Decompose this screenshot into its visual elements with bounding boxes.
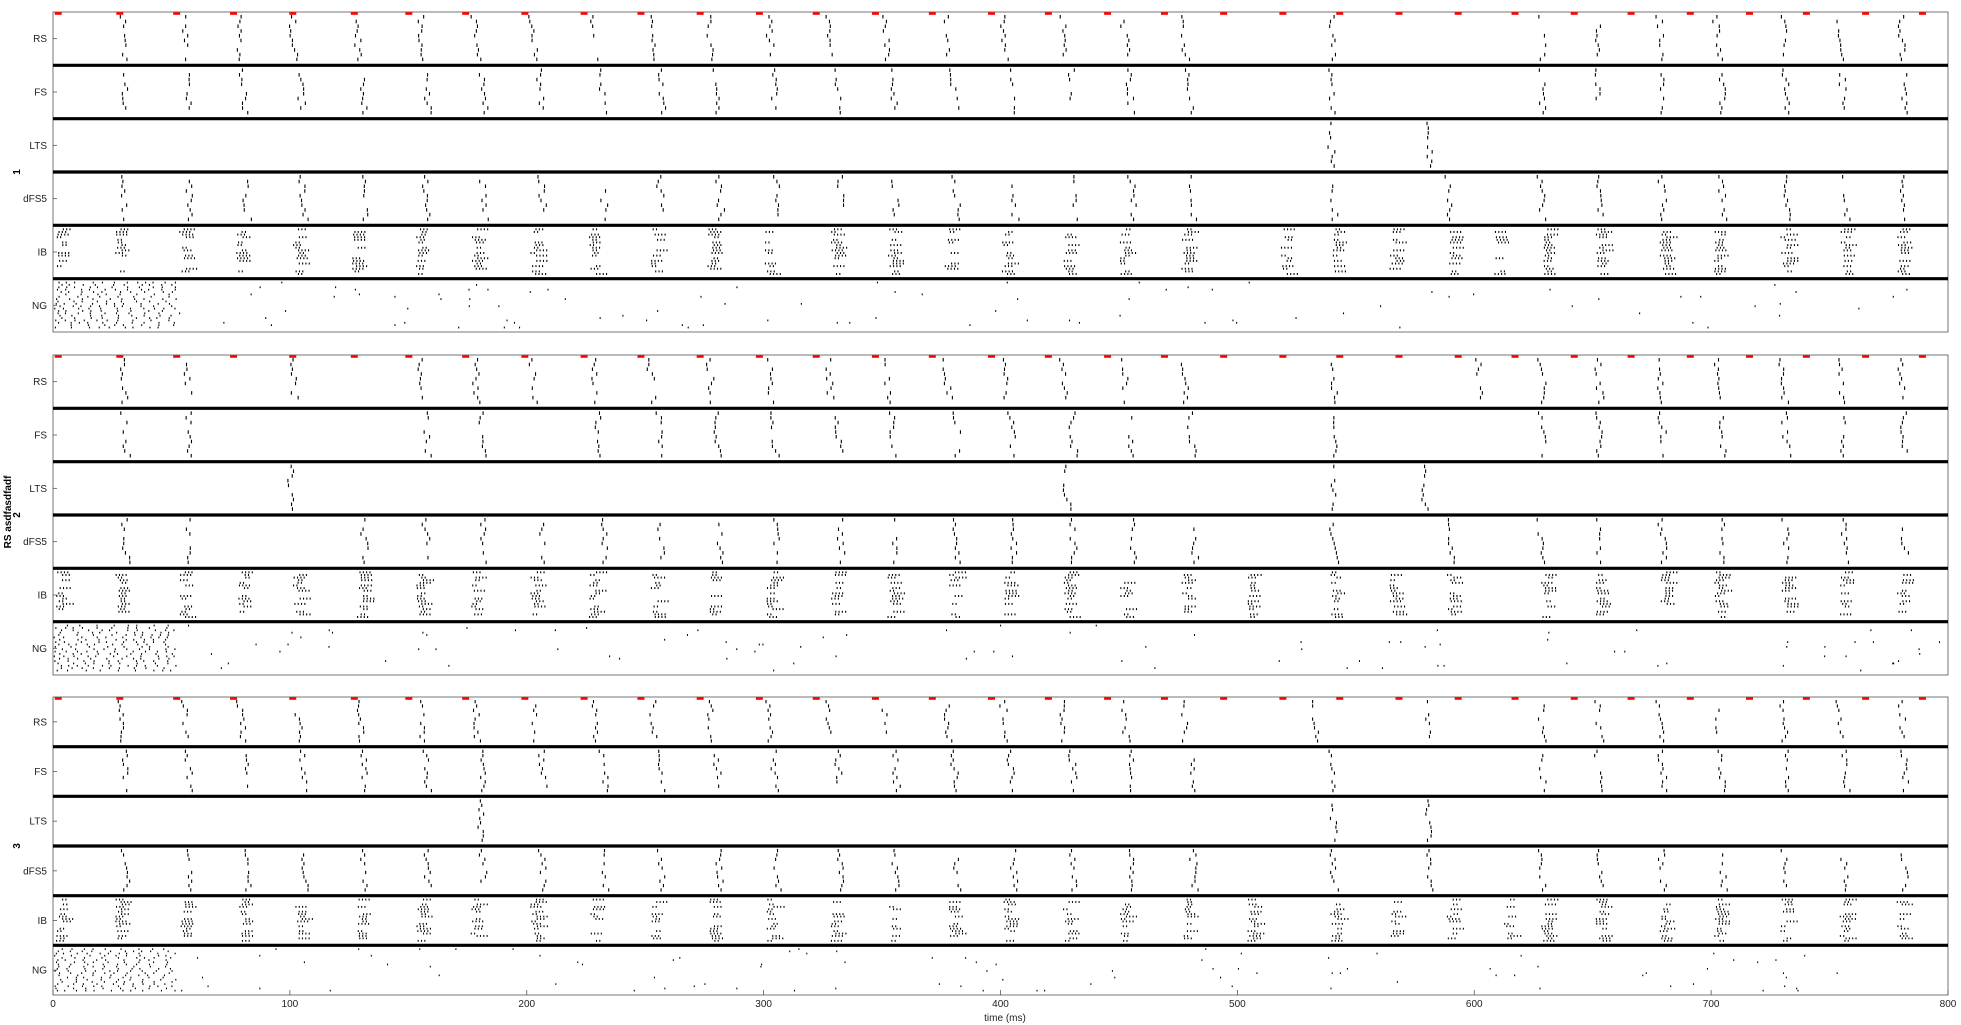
population-label: FS [34,767,47,778]
panel-1: 1 RS FS LTS dFS5 IB NG [12,11,1949,333]
population-label: IB [38,916,48,927]
population-label: dFS5 [23,866,47,877]
band-fs: FS [34,68,1948,121]
band-fs: FS [34,411,1948,464]
band-dfs5: dFS5 [23,849,1948,898]
band-dfs5: dFS5 [23,175,1948,227]
band-rs: RS [33,12,1948,67]
band-rs: RS [33,697,1948,749]
band-ng: NG [32,281,1908,329]
population-label: RS [33,34,47,45]
population-label: IB [38,591,48,602]
population-label: FS [34,88,47,99]
population-label: NG [32,644,47,655]
population-label: LTS [29,817,47,828]
population-label: NG [32,301,47,312]
population-label: RS [33,717,47,728]
population-label: RS [33,377,47,388]
population-label: LTS [29,484,47,495]
panel-2: 2 RS FS LTS dFS5 IB NG [12,354,1949,676]
population-label: dFS5 [23,194,47,205]
band-lts: LTS [29,464,1948,517]
panel-label: 3 [12,843,23,849]
band-ng: NG [32,624,1941,672]
population-label: FS [34,431,47,442]
population-label: LTS [29,141,47,152]
band-rs: RS [33,355,1948,410]
band-dfs5: dFS5 [23,518,1948,570]
population-label: IB [38,248,48,259]
band-ib: IB [38,898,1948,947]
band-ib: IB [38,228,1948,281]
band-fs: FS [34,749,1948,798]
band-lts: LTS [29,799,1948,848]
panel-label: 1 [12,169,23,175]
band-lts: LTS [29,121,1948,174]
band-ib: IB [38,571,1948,624]
panel-label: 2 [12,512,23,518]
raster-panels: 1 RS FS LTS dFS5 IB NG 2 RS FS LTS dFS5 IB NG 3 RS FS LTS… [12,11,1949,996]
population-label: dFS5 [23,537,47,548]
